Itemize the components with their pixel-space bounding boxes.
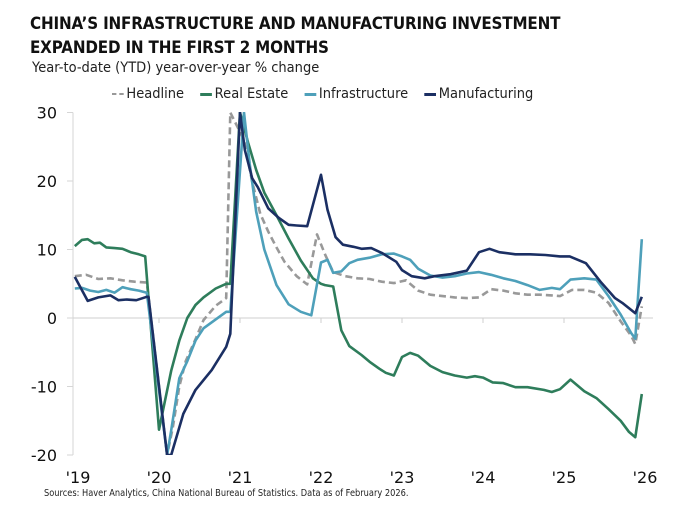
- axes: [67, 112, 653, 456]
- series-line-headline: [74, 112, 644, 455]
- legend-swatch-infrastructure: [304, 92, 317, 96]
- x-tick-label: '22: [309, 468, 334, 487]
- source-note: Sources: Haver Analytics, China National…: [44, 488, 409, 499]
- series-lines: [73, 112, 644, 455]
- x-tick-label: '19: [66, 468, 91, 487]
- x-tick-label: '23: [390, 468, 415, 487]
- chart-legend: Headline Real Estate Infrastructure Manu…: [112, 86, 533, 102]
- y-tick-label: 10: [37, 241, 57, 260]
- legend-item-infrastructure: Infrastructure: [304, 86, 408, 102]
- legend-label-headline: Headline: [126, 86, 185, 102]
- legend-item-real-estate: Real Estate: [200, 86, 288, 102]
- legend-item-headline: Headline: [112, 86, 184, 102]
- legend-label-real-estate: Real Estate: [214, 86, 289, 102]
- y-tick-label: -10: [31, 378, 57, 397]
- series-line-real-estate: [73, 112, 644, 439]
- chart-title: CHINA’S INFRASTRUCTURE AND MANUFACTURING…: [30, 14, 561, 57]
- legend-swatch-real-estate: [200, 92, 212, 96]
- x-tick-label: '24: [471, 468, 496, 487]
- y-tick-label: 0: [47, 309, 57, 328]
- y-tick-label: 30: [37, 104, 57, 123]
- legend-item-manufacturing: Manufacturing: [424, 86, 533, 102]
- y-tick-label: 20: [37, 172, 57, 191]
- x-tick-label: '20: [147, 468, 172, 487]
- chart-subtitle: Year-to-date (YTD) year-over-year % chan…: [32, 60, 320, 76]
- x-tick-label: '25: [552, 468, 577, 487]
- legend-swatch-headline: [112, 93, 124, 95]
- series-line-manufacturing: [73, 112, 644, 455]
- legend-label-infrastructure: Infrastructure: [318, 86, 409, 102]
- x-tick-label: '26: [633, 468, 658, 487]
- y-tick-label: -20: [31, 446, 57, 465]
- tick-labels: 30 20 10 0 -10 -20 '19 '20 '21 '22 '23 '24 '25 '26: [31, 104, 658, 488]
- x-tick-label: '21: [228, 468, 253, 487]
- legend-label-manufacturing: Manufacturing: [438, 86, 534, 102]
- legend-swatch-manufacturing: [424, 92, 437, 96]
